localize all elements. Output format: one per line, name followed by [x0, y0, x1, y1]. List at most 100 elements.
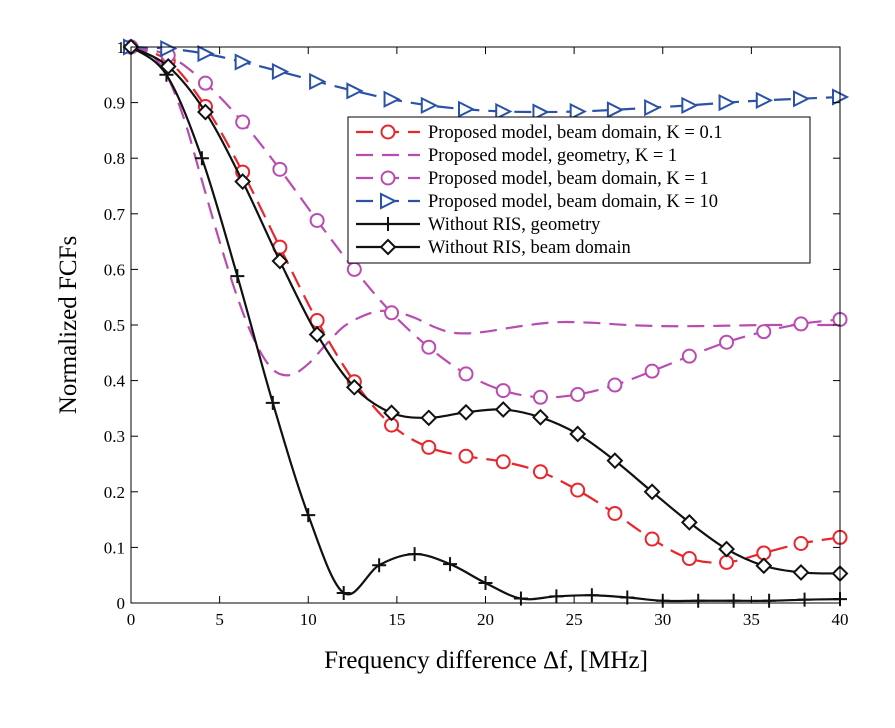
series-5-marker [159, 58, 177, 75]
series-3 [123, 38, 850, 121]
axes: 0 5 10 15 20 25 30 35 40 0 0.1 0.2 0.3 0.4 0.5 0.6 0.7 0.… [104, 38, 849, 629]
series-5-marker [457, 403, 475, 421]
series-3-marker [197, 45, 215, 63]
series-2-marker [756, 324, 772, 340]
series-3-marker [532, 103, 550, 121]
series-3-marker [755, 91, 774, 109]
plot-area [122, 38, 850, 608]
series-5-marker [197, 103, 214, 121]
x-tick-label: 5 [215, 610, 224, 629]
y-tick-label: 0.2 [104, 483, 125, 502]
series-0-marker [793, 536, 809, 552]
x-tick-label: 0 [127, 610, 136, 629]
series-4-marker [549, 589, 564, 604]
series-4 [124, 40, 847, 608]
series-5-marker [532, 408, 549, 426]
x-tick-label: 35 [743, 610, 760, 629]
x-tick-label: 25 [566, 610, 583, 629]
series-3-marker [644, 98, 662, 117]
series-2-marker [309, 212, 325, 228]
series-2-marker [272, 161, 288, 177]
legend-box [347, 116, 811, 264]
series-3-marker [346, 82, 364, 100]
series-5-marker [718, 540, 735, 558]
series-4-marker [265, 395, 280, 410]
series-0-marker [380, 124, 396, 140]
series-2-marker [346, 261, 362, 277]
series-4-marker [797, 592, 812, 607]
series-2-marker [607, 377, 623, 393]
y-tick-label: 0.6 [104, 260, 125, 279]
series-2-marker [380, 170, 396, 186]
series-5-marker [680, 513, 698, 531]
y-tick-label: 1 [117, 38, 126, 57]
series-2-marker [197, 75, 213, 91]
series-2-marker [644, 363, 660, 379]
series-3-marker [160, 40, 178, 58]
series-2-marker [681, 348, 697, 364]
series-2-marker [495, 383, 511, 399]
legend-label: Proposed model, beam domain, K = 1 [428, 169, 709, 189]
series-4-marker [726, 593, 741, 608]
series-5-marker [383, 404, 400, 422]
series-4-marker [762, 593, 777, 608]
series-4-marker [407, 547, 422, 562]
series-4-marker [372, 558, 387, 573]
legend-label: Proposed model, geometry, K = 1 [428, 146, 677, 166]
y-tick-label: 0.1 [104, 538, 125, 557]
x-tick-label: 40 [832, 610, 849, 629]
series-5-marker [643, 483, 661, 501]
y-tick-label: 0.9 [104, 94, 125, 113]
series-2-marker [384, 305, 400, 321]
x-tick-label: 10 [300, 610, 317, 629]
y-tick-label: 0 [117, 594, 126, 613]
series-3-marker [383, 90, 401, 108]
series-3-marker [420, 96, 439, 114]
series-0-marker [681, 551, 697, 567]
y-tick-label: 0.3 [104, 427, 125, 446]
series-5-marker [494, 401, 512, 418]
y-axis-label: Normalized FCFs [55, 236, 82, 414]
series-3-marker [569, 102, 587, 121]
series-3-marker [681, 96, 699, 114]
series-5-marker [792, 564, 810, 581]
y-tick-label: 0.5 [104, 316, 125, 335]
series-5-marker [569, 425, 587, 443]
series-5-marker [345, 378, 363, 396]
y-tick-label: 0.8 [104, 149, 125, 168]
x-tick-label: 15 [388, 610, 405, 629]
series-5-marker [308, 326, 326, 343]
legend-label: Without RIS, geometry [428, 215, 601, 235]
series-4-marker [443, 557, 458, 572]
series-0-marker [421, 439, 437, 455]
series-3-marker [495, 102, 513, 121]
series-4-marker [194, 151, 209, 166]
series-4-marker [230, 269, 245, 284]
series-4-marker [381, 217, 395, 231]
series-3-marker [718, 93, 736, 112]
series-3-marker [380, 192, 398, 210]
series-5 [122, 38, 849, 582]
series-4-marker [478, 575, 493, 590]
series-5-marker [420, 409, 438, 427]
series-3-marker [458, 100, 476, 118]
series-4-marker [336, 585, 351, 600]
series-2 [123, 39, 848, 405]
y-tick-label: 0.7 [104, 205, 126, 224]
series-2-marker [570, 387, 586, 402]
series-3-marker [234, 53, 252, 71]
series-5-marker [755, 557, 773, 575]
series-2-marker [458, 366, 474, 382]
series-5-marker [234, 173, 252, 190]
series-3-marker [606, 101, 625, 119]
series-0-marker [644, 531, 660, 547]
series-2-marker [719, 334, 735, 350]
x-axis-label: Frequency difference Δf, [MHz] [324, 647, 648, 674]
series-2-marker [235, 114, 251, 130]
series-0-marker [719, 554, 735, 570]
legend: Proposed model, beam domain, K = 0.1 Prop… [347, 116, 811, 264]
series-4-marker [584, 588, 599, 603]
legend-label: Proposed model, beam domain, K = 10 [428, 192, 718, 212]
series-0-marker [532, 464, 548, 480]
series-2-marker [793, 316, 809, 332]
